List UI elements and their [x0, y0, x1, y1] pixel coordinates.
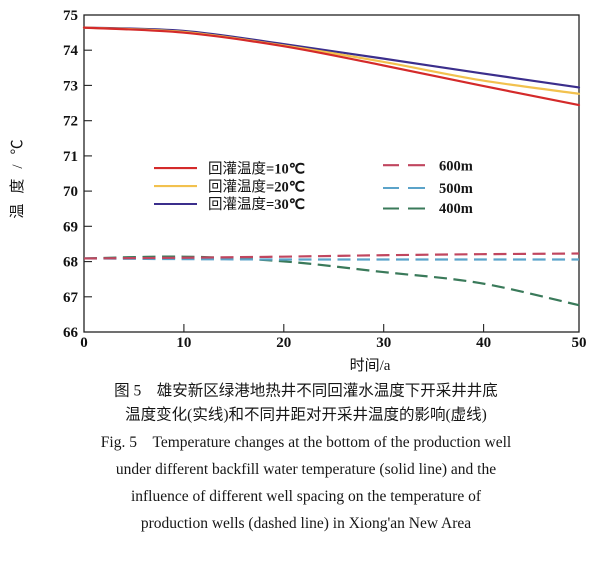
svg-text:production wells (dashed line): production wells (dashed line) in Xiong'…	[141, 515, 471, 532]
svg-text:30: 30	[376, 335, 391, 351]
svg-text:500m: 500m	[439, 181, 473, 197]
svg-text:67: 67	[63, 290, 79, 306]
svg-text:69: 69	[63, 219, 78, 235]
svg-text:40: 40	[476, 335, 491, 351]
svg-text:Fig. 5 Temperature changes at: Fig. 5 Temperature changes at the bottom…	[101, 434, 511, 451]
svg-text:72: 72	[63, 114, 78, 130]
svg-text:600m: 600m	[439, 159, 473, 175]
svg-text:20: 20	[276, 335, 291, 351]
svg-text:influence of different well sp: influence of different well spacing on t…	[131, 488, 482, 505]
svg-text:温度变化(实线)和不同井距对开采井温度的影响(虚线): 温度变化(实线)和不同井距对开采井温度的影响(虚线)	[125, 406, 487, 424]
svg-text:73: 73	[63, 78, 78, 94]
svg-text:50: 50	[572, 335, 587, 351]
svg-text:71: 71	[63, 149, 78, 165]
svg-text:70: 70	[63, 184, 78, 200]
svg-text:回灌温度=20℃: 回灌温度=20℃	[208, 178, 306, 195]
svg-text:74: 74	[63, 43, 79, 59]
svg-text:0: 0	[80, 335, 88, 351]
svg-text:10: 10	[176, 335, 191, 351]
svg-text:回灌温度=30℃: 回灌温度=30℃	[208, 196, 306, 213]
svg-text:400m: 400m	[439, 201, 473, 217]
svg-text:68: 68	[63, 255, 78, 271]
svg-text:回灌温度=10℃: 回灌温度=10℃	[208, 160, 306, 177]
svg-text:75: 75	[63, 8, 78, 24]
svg-text:under different backfill water: under different backfill water temperatu…	[116, 461, 496, 478]
svg-text:时间/a: 时间/a	[350, 357, 391, 374]
svg-text:图 5 雄安新区绿港地热井不同回灌水温度下开采井井底: 图 5 雄安新区绿港地热井不同回灌水温度下开采井井底	[114, 382, 498, 400]
svg-text:66: 66	[63, 325, 79, 341]
svg-text:温度/℃: 温度/℃	[9, 129, 26, 218]
